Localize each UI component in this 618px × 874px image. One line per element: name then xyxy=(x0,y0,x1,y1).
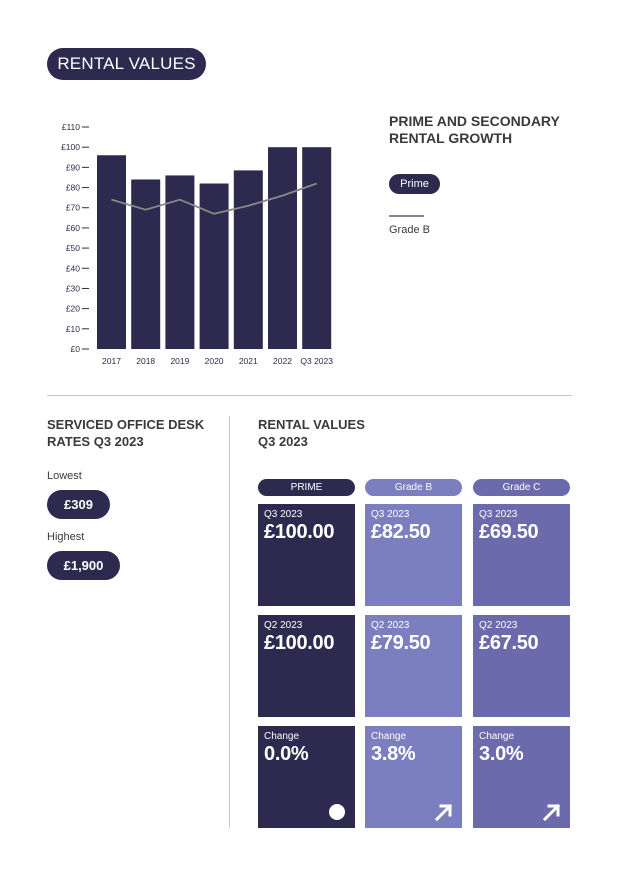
bar xyxy=(97,155,126,349)
tile-label: Change xyxy=(264,731,300,742)
legend-prime: Prime xyxy=(389,174,440,194)
legend-title-line2: RENTAL GROWTH xyxy=(389,130,513,146)
bar xyxy=(131,179,161,349)
rental-table-title-line1: RENTAL VALUES xyxy=(258,417,365,432)
lowest-label: Lowest xyxy=(47,470,82,482)
y-tick-label: £50 xyxy=(66,243,80,253)
tile-value: £82.50 xyxy=(371,521,431,543)
x-tick-label: 2018 xyxy=(136,356,155,366)
x-tick-label: 2020 xyxy=(205,356,224,366)
x-tick-label: 2017 xyxy=(102,356,121,366)
y-tick-label: £20 xyxy=(66,304,80,314)
tile-label: Q3 2023 xyxy=(371,509,410,520)
arrow-up-right-icon xyxy=(435,803,453,821)
legend-gradeb: Grade B xyxy=(389,224,430,236)
tile-value: 3.8% xyxy=(371,743,416,765)
y-tick-label: £70 xyxy=(66,203,80,213)
y-tick-label: £90 xyxy=(66,162,80,172)
y-tick-label: £30 xyxy=(66,283,80,293)
x-tick-label: 2021 xyxy=(239,356,258,366)
tile-value: 0.0% xyxy=(264,743,309,765)
arrow-up-right-icon xyxy=(543,803,561,821)
rental-table-title: RENTAL VALUES Q3 2023 xyxy=(258,416,365,450)
y-tick-label: £60 xyxy=(66,223,80,233)
tile-value: £100.00 xyxy=(264,632,335,654)
grade-b-line xyxy=(111,182,318,215)
rental-table-title-line2: Q3 2023 xyxy=(258,434,308,449)
desk-rates-title: SERVICED OFFICE DESK RATES Q3 2023 xyxy=(47,416,204,450)
tile-value: £69.50 xyxy=(479,521,539,543)
legend-title-line1: PRIME AND SECONDARY xyxy=(389,113,560,129)
tile-gradeb-q2: Q2 2023 £79.50 xyxy=(365,615,462,717)
tile-gradeb-change: Change 3.8% xyxy=(365,726,462,828)
col-header-prime: PRIME xyxy=(258,479,355,496)
y-tick-label: £100 xyxy=(61,142,80,152)
tile-value: 3.0% xyxy=(479,743,524,765)
x-tick-label: 2022 xyxy=(273,356,292,366)
legend-gradeb-line xyxy=(389,215,424,217)
tile-value: £79.50 xyxy=(371,632,431,654)
section-divider xyxy=(47,395,572,396)
tile-label: Change xyxy=(371,731,407,742)
tile-prime-q2: Q2 2023 £100.00 xyxy=(258,615,355,717)
tile-label: Q2 2023 xyxy=(479,620,518,631)
tile-prime-q3: Q3 2023 £100.00 xyxy=(258,504,355,606)
y-tick-label: £10 xyxy=(66,324,80,334)
bar xyxy=(268,147,297,349)
dot-icon xyxy=(329,804,345,820)
col-header-grade-c: Grade C xyxy=(473,479,570,496)
desk-rates-title-line2: RATES Q3 2023 xyxy=(47,434,144,449)
x-tick-label: 2019 xyxy=(170,356,189,366)
tile-prime-change: Change 0.0% xyxy=(258,726,355,828)
bar xyxy=(165,175,195,349)
tile-gradeb-q3: Q3 2023 £82.50 xyxy=(365,504,462,606)
rental-growth-chart: £0 £10 £20 £30 £40 £50 £60 £70 £80 £90 £100 £110 201… xyxy=(61,122,333,366)
lowest-value: £309 xyxy=(47,490,110,519)
col-header-grade-b: Grade B xyxy=(365,479,462,496)
tile-label: Q2 2023 xyxy=(264,620,303,631)
y-tick-label: £0 xyxy=(71,344,81,354)
tile-gradec-q3: Q3 2023 £69.50 xyxy=(473,504,570,606)
bar xyxy=(302,147,332,349)
tile-label: Q3 2023 xyxy=(264,509,303,520)
tile-gradec-q2: Q2 2023 £67.50 xyxy=(473,615,570,717)
bar xyxy=(199,183,229,349)
page-title: RENTAL VALUES xyxy=(47,48,206,80)
tile-value: £67.50 xyxy=(479,632,539,654)
highest-label: Highest xyxy=(47,531,85,543)
tile-gradec-change: Change 3.0% xyxy=(473,726,570,828)
highest-value: £1,900 xyxy=(47,551,120,580)
tile-label: Q2 2023 xyxy=(371,620,410,631)
y-tick-label: £110 xyxy=(62,122,81,132)
tile-label: Q3 2023 xyxy=(479,509,518,520)
y-tick-label: £80 xyxy=(66,183,80,193)
tile-value: £100.00 xyxy=(264,521,335,543)
y-tick-label: £40 xyxy=(66,263,80,273)
column-divider xyxy=(229,416,230,828)
legend-title: PRIME AND SECONDARY RENTAL GROWTH xyxy=(389,113,589,147)
bar xyxy=(233,170,263,349)
desk-rates-title-line1: SERVICED OFFICE DESK xyxy=(47,417,205,432)
x-tick-label: Q3 2023 xyxy=(300,356,333,366)
tile-label: Change xyxy=(479,731,515,742)
